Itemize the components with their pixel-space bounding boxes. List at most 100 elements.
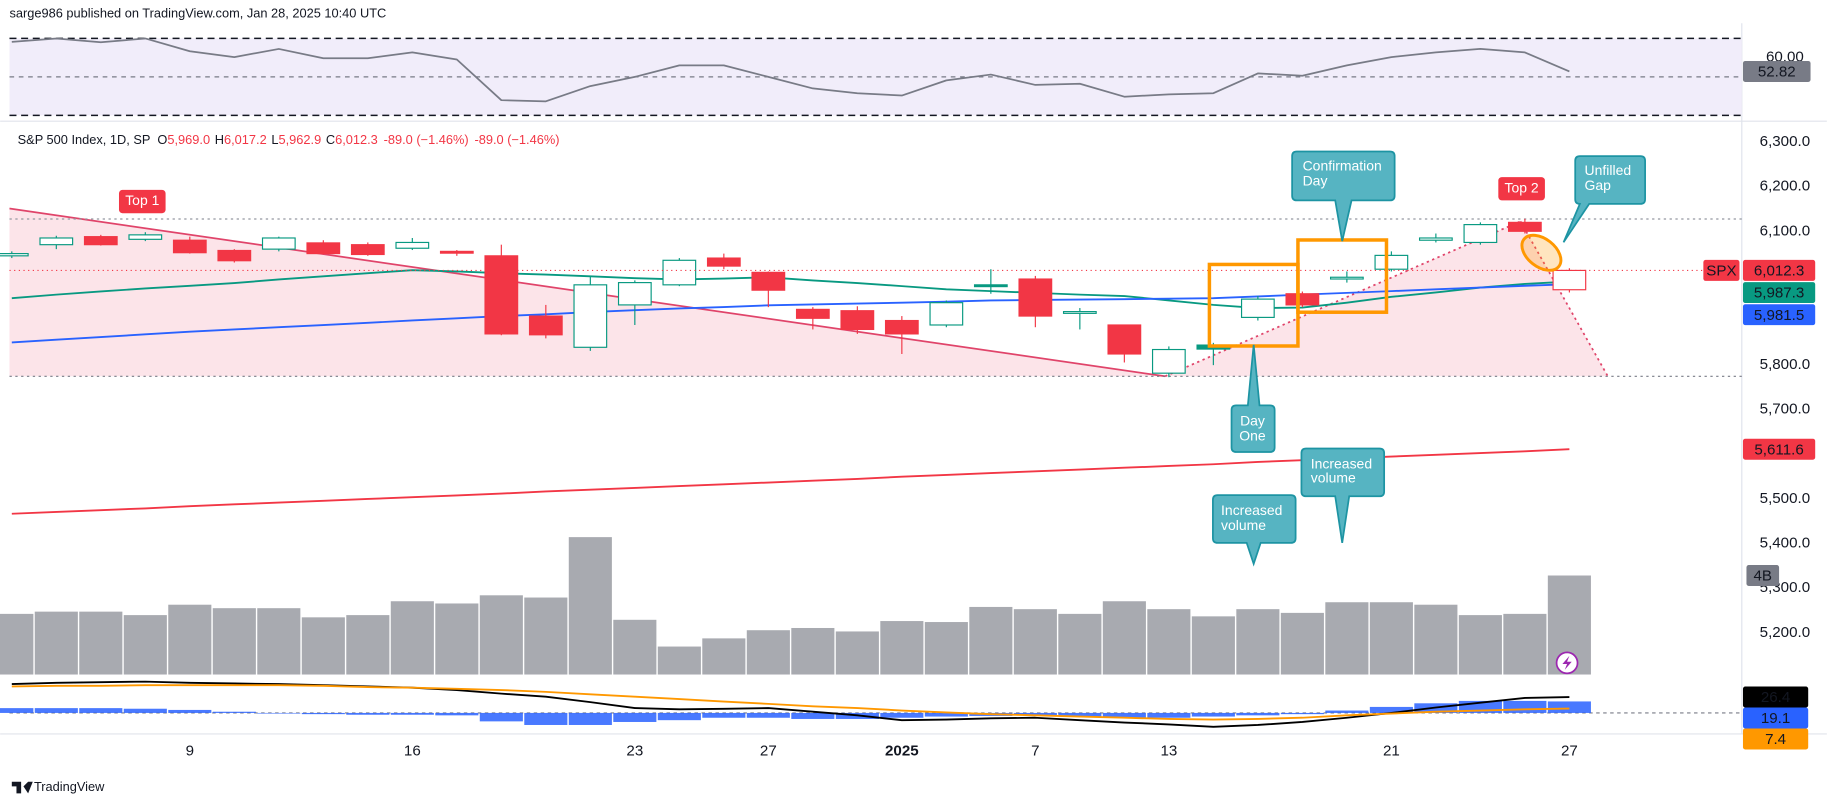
histogram-bar xyxy=(657,712,701,721)
candle-body xyxy=(929,302,964,326)
volume-bar xyxy=(301,617,345,675)
annotation: Day xyxy=(1303,172,1328,188)
candle-body xyxy=(528,315,563,336)
histogram-bar xyxy=(746,712,790,718)
price-tag xyxy=(1742,707,1809,729)
candle-body xyxy=(83,236,118,246)
legend: S&P 500 Index, 1D, SP O5,969.0 H6,017.2 L5,… xyxy=(18,132,560,147)
candle-body xyxy=(1463,224,1498,244)
volume-bar xyxy=(346,615,390,675)
histogram-bar xyxy=(212,711,256,713)
histogram-bar xyxy=(1369,706,1413,713)
price-tag-label: 7.4 xyxy=(1765,731,1786,748)
x-tick-label: 27 xyxy=(1561,742,1578,759)
price-tag-label: 5,987.3 xyxy=(1754,285,1804,302)
volume-bar xyxy=(1325,602,1369,675)
volume-bar xyxy=(212,608,256,675)
y-tick-label: 6,200.0 xyxy=(1760,178,1810,195)
x-tick-label: 23 xyxy=(626,742,643,759)
volume-bar xyxy=(1369,602,1413,675)
histogram-bar xyxy=(702,712,746,718)
histogram-bar xyxy=(613,712,657,722)
histogram-bar xyxy=(1547,701,1591,713)
indicator-line xyxy=(11,680,1570,728)
y-tick-label: 5,400.0 xyxy=(1760,535,1810,552)
symbol-tag-label: SPX xyxy=(1706,263,1736,280)
histogram-bar xyxy=(1503,700,1547,713)
histogram-bar xyxy=(1147,712,1191,718)
volume-bar xyxy=(1058,613,1102,675)
gap-marker xyxy=(1520,233,1563,272)
histogram-bar xyxy=(257,712,301,714)
histogram-bar xyxy=(123,708,167,713)
event-icon-glyph xyxy=(1562,655,1572,670)
candle-body xyxy=(1240,298,1275,318)
brand[interactable]: TradingView xyxy=(34,779,105,794)
volume-bar xyxy=(1236,609,1280,675)
y-tick-label: 5,500.0 xyxy=(1760,490,1810,507)
price-tag xyxy=(1742,686,1809,708)
histogram-bar xyxy=(390,712,434,715)
volume-bar xyxy=(1191,616,1235,675)
annotation: volume xyxy=(1311,469,1356,485)
price-tag-label: 19.1 xyxy=(1761,710,1790,727)
legend-value: 6,017.2 xyxy=(224,132,267,147)
candle-body xyxy=(350,244,385,256)
price-tag xyxy=(1742,728,1809,750)
price-tag-label: 52.82 xyxy=(1758,64,1796,81)
trend-line xyxy=(1164,220,1521,378)
candle-body xyxy=(39,237,74,246)
annotation: Confirmation xyxy=(1303,157,1382,173)
annotation: Day xyxy=(1240,412,1265,428)
price-tag-label: 6,012.3 xyxy=(1754,263,1804,280)
candle-body xyxy=(617,282,652,306)
histogram-bar xyxy=(791,712,835,719)
histogram-bar xyxy=(1280,712,1324,715)
volume-bar xyxy=(1458,615,1502,675)
volume-bar xyxy=(702,638,746,675)
volume-bar xyxy=(835,631,879,675)
volume-bar xyxy=(969,606,1013,675)
legend-symbol: S&P 500 Index, 1D, SP xyxy=(18,132,151,147)
volume-bar xyxy=(1414,604,1458,675)
histogram-bar xyxy=(1325,710,1369,713)
volume-bar xyxy=(1102,601,1146,675)
price-tag xyxy=(1742,60,1811,82)
candle-body xyxy=(1507,221,1542,232)
price-tag xyxy=(1746,565,1780,586)
histogram-bar xyxy=(168,709,212,713)
volume-bar xyxy=(435,603,479,675)
trend-line xyxy=(1519,220,1609,377)
histogram-bar xyxy=(880,712,924,718)
y-tick-label: 6,100.0 xyxy=(1760,222,1810,239)
annotation: One xyxy=(1239,428,1266,444)
candle-body xyxy=(1062,311,1097,314)
legend-key: H xyxy=(215,132,224,147)
publisher: sarge986 published on TradingView.com, J… xyxy=(9,5,386,20)
annotation: Top 2 xyxy=(1505,179,1539,195)
x-tick-label: 16 xyxy=(404,742,421,759)
volume-bar xyxy=(1147,609,1191,675)
legend-change: -89.0 (−1.46%) xyxy=(384,132,469,147)
moving-average xyxy=(11,269,1570,309)
legend-value: 6,012.3 xyxy=(335,132,378,147)
legend-key: O xyxy=(157,132,167,147)
candle-body xyxy=(1018,278,1053,317)
price-tag xyxy=(1742,304,1816,326)
volume-bar xyxy=(657,646,701,675)
price-tag xyxy=(1742,259,1816,281)
candle-body xyxy=(795,308,830,319)
candle-body xyxy=(573,284,608,348)
x-tick-label: 2025 xyxy=(885,742,919,759)
annotation: Top 1 xyxy=(125,192,159,208)
candle-body xyxy=(0,253,29,257)
legend-value: 5,969.0 xyxy=(167,132,210,147)
symbol-tag xyxy=(1703,259,1740,281)
price-tag xyxy=(1742,438,1816,460)
histogram-bar xyxy=(34,708,78,713)
candle-body xyxy=(884,319,919,335)
candle-body xyxy=(973,284,1008,288)
volume-bar xyxy=(0,613,34,675)
x-tick-label: 13 xyxy=(1160,742,1177,759)
